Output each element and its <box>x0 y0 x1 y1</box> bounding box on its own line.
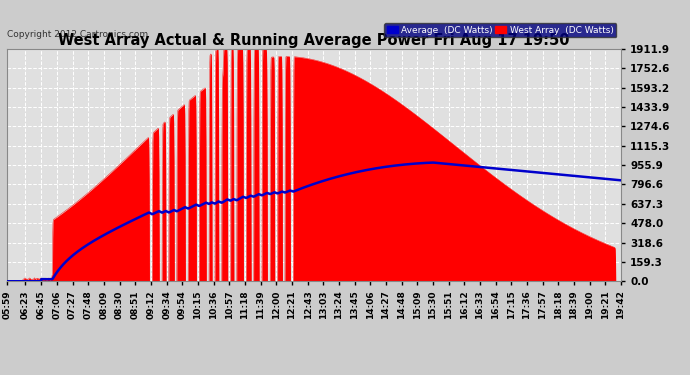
Legend: Average  (DC Watts), West Array  (DC Watts): Average (DC Watts), West Array (DC Watts… <box>384 23 616 38</box>
Title: West Array Actual & Running Average Power Fri Aug 17 19:50: West Array Actual & Running Average Powe… <box>58 33 570 48</box>
Text: Copyright 2012 Cartronics.com: Copyright 2012 Cartronics.com <box>7 30 148 39</box>
